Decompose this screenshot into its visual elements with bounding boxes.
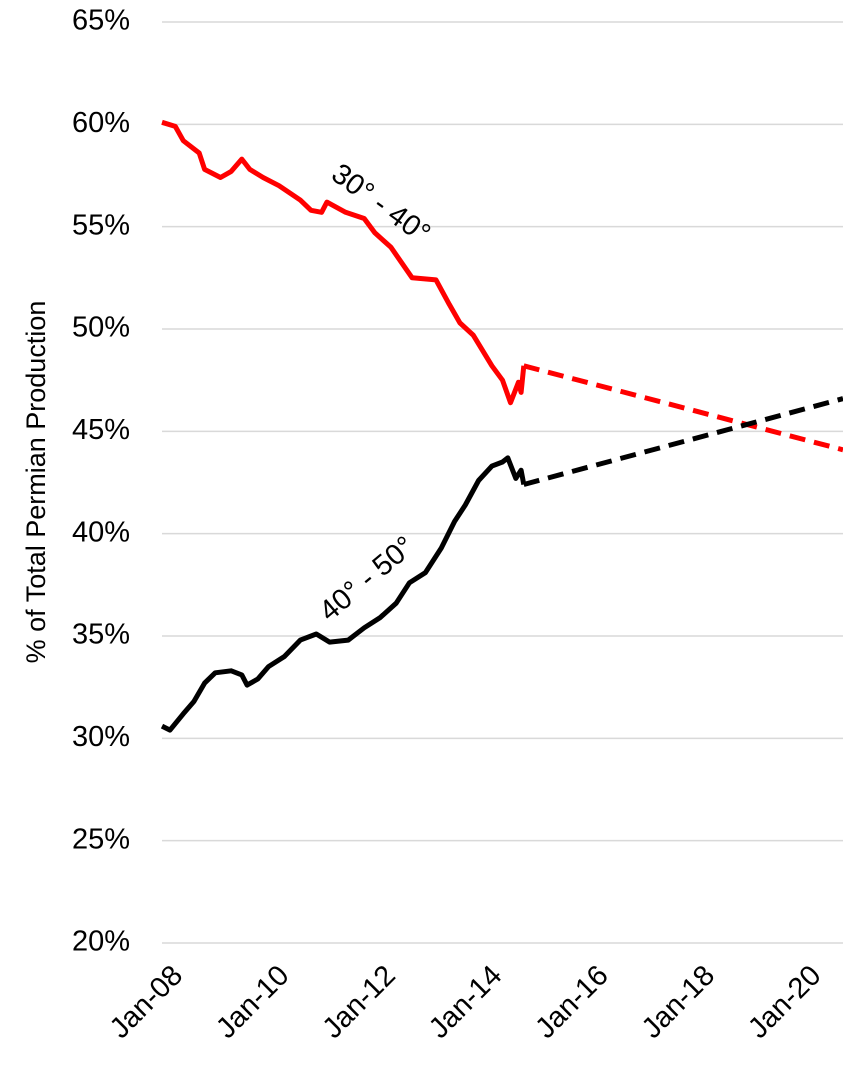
y-tick-label: 60% [72, 107, 130, 139]
x-tick-label: Jan-16 [529, 959, 614, 1044]
y-tick-label: 35% [72, 619, 130, 651]
y-tick-label: 30% [72, 721, 130, 753]
x-tick-label: Jan-08 [104, 959, 189, 1044]
x-tick-label: Jan-20 [742, 959, 827, 1044]
y-tick-label: 45% [72, 414, 130, 446]
series-line [523, 396, 843, 487]
y-tick-label: 20% [72, 926, 130, 958]
series-label: 40° - 50° [313, 530, 421, 627]
y-tick-label: 50% [72, 312, 130, 344]
y-tick-label: 40% [72, 516, 130, 548]
x-tick-label: Jan-10 [210, 959, 295, 1044]
y-tick-label: 25% [72, 823, 130, 855]
x-tick-label: Jan-14 [423, 959, 508, 1044]
y-axis-label: % of Total Permian Production [21, 301, 51, 664]
x-tick-label: Jan-18 [636, 959, 721, 1044]
series-line [161, 119, 527, 406]
series-line [523, 363, 843, 453]
x-tick-label: Jan-12 [317, 959, 402, 1044]
y-tick-label: 55% [72, 209, 130, 241]
series-line [160, 455, 527, 733]
y-tick-label: 65% [72, 5, 130, 37]
